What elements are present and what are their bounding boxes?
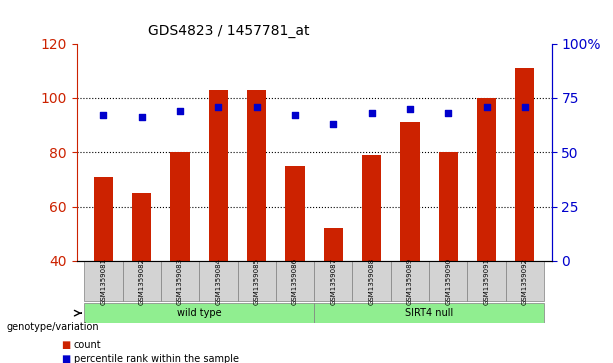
Text: GSM1359090: GSM1359090	[445, 258, 451, 305]
Bar	[324, 228, 343, 261]
FancyBboxPatch shape	[123, 261, 161, 301]
FancyBboxPatch shape	[238, 261, 276, 301]
FancyBboxPatch shape	[429, 261, 468, 301]
Point	[520, 104, 530, 110]
Point	[367, 110, 376, 116]
Text: GSM1359088: GSM1359088	[368, 258, 375, 305]
Text: GSM1359083: GSM1359083	[177, 258, 183, 305]
Text: GSM1359086: GSM1359086	[292, 258, 298, 305]
Bar	[94, 177, 113, 261]
FancyBboxPatch shape	[276, 261, 314, 301]
Text: GSM1359081: GSM1359081	[101, 258, 107, 305]
FancyBboxPatch shape	[161, 261, 199, 301]
Text: count: count	[74, 340, 101, 350]
Bar	[247, 90, 266, 261]
FancyBboxPatch shape	[352, 261, 391, 301]
FancyBboxPatch shape	[314, 303, 544, 323]
Point	[137, 115, 147, 121]
FancyBboxPatch shape	[85, 303, 314, 323]
FancyBboxPatch shape	[468, 261, 506, 301]
Point	[405, 106, 415, 112]
Text: GSM1359089: GSM1359089	[407, 258, 413, 305]
Point	[99, 113, 109, 118]
Text: ■: ■	[61, 354, 70, 363]
FancyBboxPatch shape	[506, 261, 544, 301]
FancyBboxPatch shape	[391, 261, 429, 301]
Bar	[400, 122, 419, 261]
Point	[482, 104, 492, 110]
Text: GDS4823 / 1457781_at: GDS4823 / 1457781_at	[148, 24, 310, 38]
Point	[290, 113, 300, 118]
FancyBboxPatch shape	[314, 261, 352, 301]
Text: GSM1359092: GSM1359092	[522, 258, 528, 305]
Bar	[516, 68, 535, 261]
Text: wild type: wild type	[177, 308, 221, 318]
Point	[329, 121, 338, 127]
Bar	[286, 166, 305, 261]
Text: ■: ■	[61, 340, 70, 350]
Bar	[132, 193, 151, 261]
Point	[175, 108, 185, 114]
Bar	[362, 155, 381, 261]
Text: GSM1359091: GSM1359091	[484, 258, 490, 305]
Point	[213, 104, 223, 110]
Text: GSM1359082: GSM1359082	[139, 258, 145, 305]
Point	[252, 104, 262, 110]
Text: GSM1359087: GSM1359087	[330, 258, 337, 305]
FancyBboxPatch shape	[199, 261, 238, 301]
Bar	[170, 152, 189, 261]
Text: GSM1359084: GSM1359084	[215, 258, 221, 305]
Point	[443, 110, 453, 116]
Bar	[439, 152, 458, 261]
Text: GSM1359085: GSM1359085	[254, 258, 260, 305]
Bar	[209, 90, 228, 261]
Text: genotype/variation: genotype/variation	[6, 322, 99, 332]
Bar	[477, 98, 496, 261]
Text: SIRT4 null: SIRT4 null	[405, 308, 453, 318]
FancyBboxPatch shape	[85, 261, 123, 301]
Text: percentile rank within the sample: percentile rank within the sample	[74, 354, 238, 363]
